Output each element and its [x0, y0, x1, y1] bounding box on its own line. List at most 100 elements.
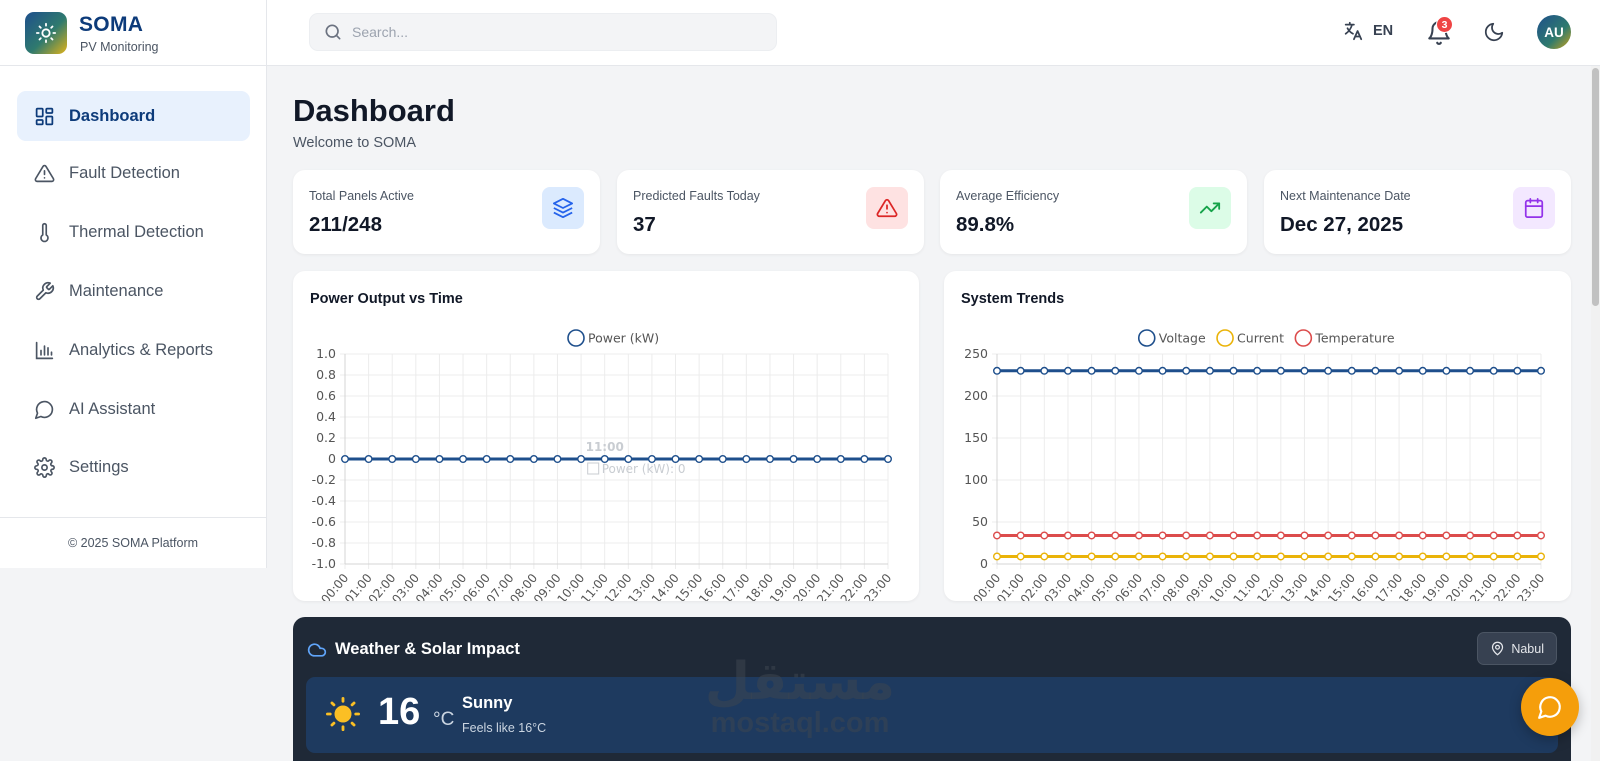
data-point [341, 454, 350, 463]
sidebar-item-label: Fault Detection [69, 163, 180, 182]
feels-like: Feels like 16°C [462, 721, 547, 735]
brand[interactable]: SOMA PV Monitoring [0, 0, 267, 66]
data-point [1134, 552, 1143, 561]
data-point [1063, 552, 1072, 561]
data-point [1537, 531, 1546, 540]
legend-swatch [567, 329, 585, 347]
data-point [1158, 366, 1167, 375]
y-tick-label: -0.4 [312, 493, 336, 508]
data-point [1395, 531, 1404, 540]
y-tick-label: 250 [964, 346, 988, 361]
page-subtitle: Welcome to SOMA [293, 135, 417, 151]
layers-icon [542, 187, 584, 229]
data-point [1371, 552, 1380, 561]
sidebar-item-label: Analytics & Reports [69, 340, 213, 359]
data-point [742, 454, 751, 463]
location-button[interactable]: Nabul [1477, 632, 1557, 665]
weather-title: Weather & Solar Impact [335, 640, 520, 658]
y-tick-label: 50 [972, 514, 988, 529]
data-point [1395, 552, 1404, 561]
legend-label: Voltage [1159, 331, 1206, 346]
chat-fab-button[interactable] [1521, 678, 1579, 736]
legend-swatch [1294, 329, 1313, 347]
data-point [1371, 531, 1380, 540]
data-point [1489, 366, 1498, 375]
data-point [1276, 552, 1285, 561]
sidebar-item-fault-detection[interactable]: Fault Detection [17, 148, 250, 198]
data-point [1016, 552, 1025, 561]
page-scrollbar[interactable] [1591, 66, 1600, 761]
y-tick-label: -0.2 [312, 472, 336, 487]
tooltip-text: Power (kW): 0 [602, 462, 686, 476]
data-point [1087, 531, 1096, 540]
data-point [1229, 366, 1238, 375]
legend-swatch [1216, 329, 1234, 347]
data-point [789, 454, 798, 463]
search-box[interactable] [309, 13, 777, 51]
data-point [1466, 366, 1475, 375]
data-point [624, 454, 633, 463]
translate-icon [1344, 21, 1363, 41]
trending-up-icon [1189, 187, 1231, 229]
page-title: Dashboard [293, 93, 455, 128]
data-point [1489, 552, 1498, 561]
power-output-chart[interactable]: 1.00.80.60.40.20-0.2-0.4-0.6-0.8-1.000:0… [293, 271, 919, 601]
data-point [647, 454, 656, 463]
data-point [671, 454, 680, 463]
data-point [1182, 366, 1191, 375]
sidebar-item-thermal-detection[interactable]: Thermal Detection [17, 207, 250, 257]
sidebar-item-dashboard[interactable]: Dashboard [17, 91, 250, 141]
data-point [1513, 366, 1522, 375]
data-point [1205, 531, 1214, 540]
avatar[interactable]: AU [1537, 15, 1571, 49]
y-tick-label: 0.4 [316, 409, 336, 424]
sidebar-item-maintenance[interactable]: Maintenance [17, 266, 250, 316]
stat-value: 211/248 [309, 213, 382, 236]
power-output-card: Power Output vs Time 1.0 0.8 0.6 0.4 0.2 0 -0.… [293, 271, 919, 601]
x-tick-label: 23:00 [861, 571, 894, 601]
language-switcher[interactable]: EN [1342, 20, 1393, 42]
chat-icon [33, 398, 55, 420]
scrollbar-thumb[interactable] [1592, 68, 1599, 306]
data-point [1205, 552, 1214, 561]
y-tick-label: 200 [964, 388, 988, 403]
chat-icon [1538, 696, 1561, 719]
data-point [993, 366, 1002, 375]
data-point [1158, 531, 1167, 540]
chart-title: System Trends [961, 291, 1065, 307]
data-point [1276, 531, 1285, 540]
sun-logo-icon [25, 12, 67, 54]
data-point [860, 454, 869, 463]
legend-label: Current [1237, 331, 1284, 346]
y-tick-label: 0 [328, 451, 336, 466]
stat-card-faults: Predicted Faults Today 37 [617, 170, 924, 254]
data-point [1347, 531, 1356, 540]
stat-label: Average Efficiency [956, 189, 1060, 203]
location-label: Nabul [1511, 641, 1544, 656]
data-point [364, 454, 373, 463]
weather-card: Weather & Solar Impact Nabul 16 °C Sunny… [293, 617, 1571, 761]
data-point [1111, 531, 1120, 540]
moon-icon[interactable] [1483, 21, 1505, 43]
data-point [600, 454, 609, 463]
notification-badge: 3 [1436, 16, 1453, 33]
sidebar-footer: © 2025 SOMA Platform [0, 517, 266, 568]
data-point [1134, 366, 1143, 375]
data-point [1537, 366, 1546, 375]
stat-label: Predicted Faults Today [633, 189, 760, 203]
search-input[interactable] [352, 24, 752, 40]
data-point [1253, 366, 1262, 375]
data-point [506, 454, 515, 463]
stat-card-panels: Total Panels Active 211/248 [293, 170, 600, 254]
y-tick-label: 0 [980, 556, 988, 571]
system-trends-chart[interactable]: 25020015010050000:0001:0002:0003:0004:00… [944, 271, 1571, 601]
sidebar-item-settings[interactable]: Settings [17, 442, 250, 492]
watermark-arabic: مستقل [704, 652, 896, 712]
data-point [1040, 366, 1049, 375]
y-tick-label: 150 [964, 430, 988, 445]
sidebar-item-ai-assistant[interactable]: AI Assistant [17, 384, 250, 434]
data-point [1111, 366, 1120, 375]
sidebar-item-analytics-reports[interactable]: Analytics & Reports [17, 325, 250, 375]
data-point [1300, 552, 1309, 561]
data-point [1537, 552, 1546, 561]
